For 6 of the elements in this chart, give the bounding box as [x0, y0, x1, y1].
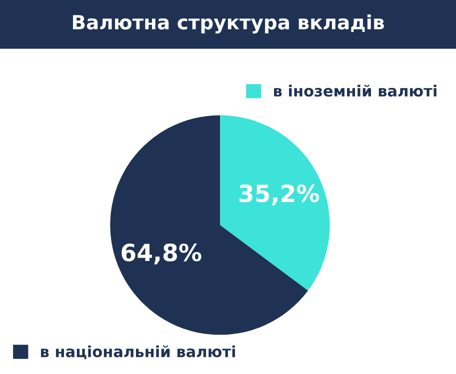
- chart-title: Валютна структура вкладів: [73, 14, 384, 34]
- data-label: 64,8%: [122, 244, 202, 264]
- legend-label: в іноземній валюті: [274, 84, 436, 97]
- legend-label: в національній валюті: [41, 345, 235, 360]
- data-label: 35,2%: [240, 184, 320, 206]
- pie-slice: [220, 115, 330, 291]
